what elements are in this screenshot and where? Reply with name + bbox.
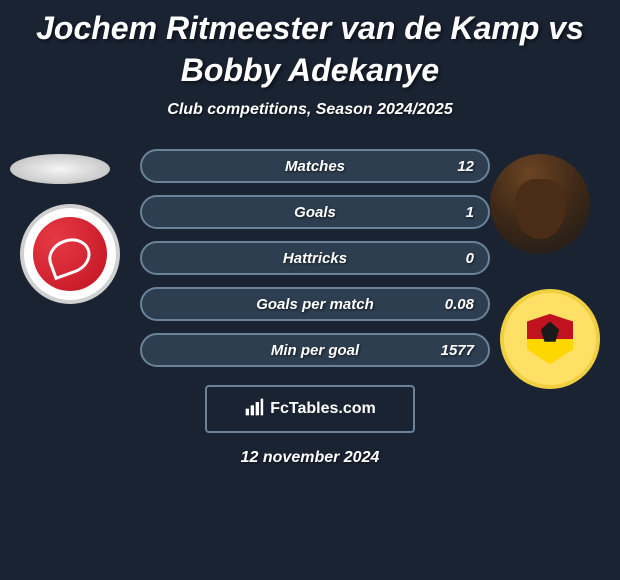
go-ahead-eagles-logo xyxy=(527,314,573,365)
right-player-avatar xyxy=(490,154,590,254)
stat-row-goals-per-match: Goals per match 0.08 xyxy=(140,287,490,321)
stat-row-min-per-goal: Min per goal 1577 xyxy=(140,333,490,367)
stat-label: Min per goal xyxy=(142,342,488,359)
left-player-avatar xyxy=(10,154,110,184)
date-text: 12 november 2024 xyxy=(0,449,620,467)
stat-label: Matches xyxy=(142,158,488,175)
stat-value: 0.08 xyxy=(445,296,474,313)
stat-value: 1577 xyxy=(441,342,474,359)
comparison-title: Jochem Ritmeester van de Kamp vs Bobby A… xyxy=(0,0,620,95)
stat-row-goals: Goals 1 xyxy=(140,195,490,229)
stat-label: Hattricks xyxy=(142,250,488,267)
watermark-badge: FcTables.com xyxy=(205,385,415,433)
stats-bars: Matches 12 Goals 1 Hattricks 0 Goals per… xyxy=(140,149,490,367)
stat-value: 12 xyxy=(457,158,474,175)
stat-row-matches: Matches 12 xyxy=(140,149,490,183)
chart-icon xyxy=(244,397,264,422)
right-club-badge xyxy=(500,289,600,389)
stat-value: 1 xyxy=(466,204,474,221)
content-area: Matches 12 Goals 1 Hattricks 0 Goals per… xyxy=(0,149,620,467)
comparison-subtitle: Club competitions, Season 2024/2025 xyxy=(0,101,620,119)
stat-label: Goals xyxy=(142,204,488,221)
watermark-text: FcTables.com xyxy=(270,400,376,418)
left-club-badge xyxy=(20,204,120,304)
stat-label: Goals per match xyxy=(142,296,488,313)
stat-row-hattricks: Hattricks 0 xyxy=(140,241,490,275)
almere-city-logo xyxy=(33,217,107,291)
stat-value: 0 xyxy=(466,250,474,267)
